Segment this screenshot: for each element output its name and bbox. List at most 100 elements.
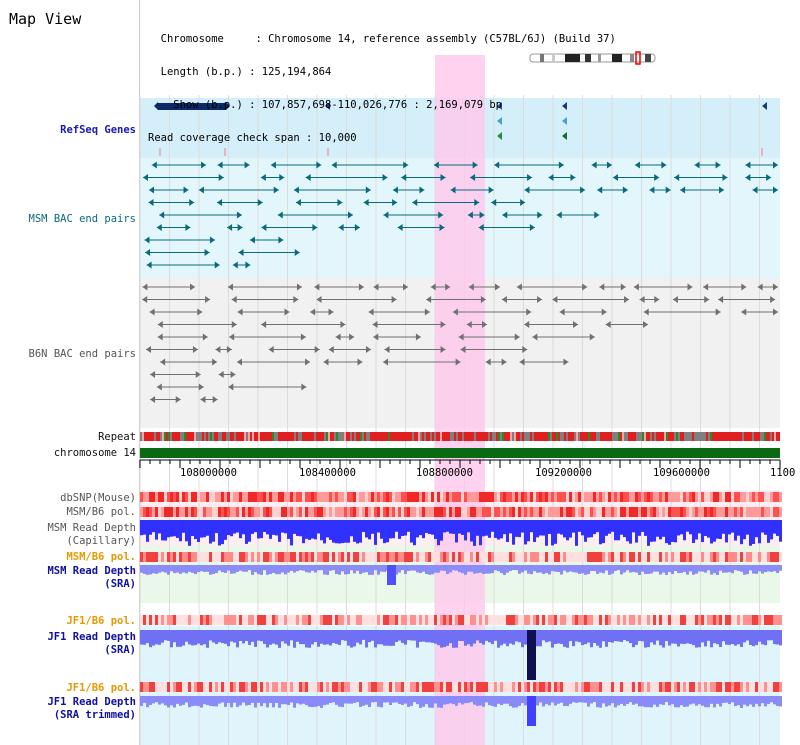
refseq-genes-label[interactable]: RefSeq Genes bbox=[60, 124, 136, 136]
heat-cell bbox=[410, 682, 413, 692]
heat-cell bbox=[557, 492, 560, 502]
heat-cell bbox=[599, 682, 602, 692]
depth-bar bbox=[236, 565, 239, 572]
depth-bar bbox=[614, 630, 617, 642]
heat-cell bbox=[638, 682, 641, 692]
heat-cell bbox=[251, 552, 254, 562]
msm-read-depth-capillary-label[interactable]: MSM Read Depth bbox=[47, 522, 136, 534]
heat-cell bbox=[431, 682, 434, 692]
depth-bar bbox=[467, 630, 470, 645]
depth-bar bbox=[611, 565, 614, 574]
depth-bar bbox=[410, 565, 413, 571]
depth-bar bbox=[197, 520, 200, 543]
msm-bac-end-pairs-label[interactable]: MSM BAC end pairs bbox=[28, 213, 136, 225]
depth-bar bbox=[224, 520, 227, 540]
depth-bar bbox=[617, 520, 620, 541]
depth-bar bbox=[302, 696, 305, 704]
bac-end bbox=[260, 174, 266, 181]
heat-cell bbox=[224, 507, 227, 517]
depth-bar bbox=[758, 565, 761, 572]
heat-cell bbox=[491, 615, 494, 625]
msm-read-depth-sra-label[interactable]: MSM Read Depth bbox=[47, 565, 136, 577]
depth-bar bbox=[383, 630, 386, 646]
heat-cell bbox=[230, 552, 233, 562]
depth-bar bbox=[626, 565, 629, 571]
repeat-segment bbox=[608, 432, 610, 441]
heat-cell bbox=[215, 552, 218, 562]
jf1-read-depth-sra-label[interactable]: JF1 Read Depth bbox=[47, 631, 136, 643]
jf1-read-depth-trimmed-label[interactable]: JF1 Read Depth bbox=[47, 696, 136, 708]
heat-cell bbox=[374, 492, 377, 502]
msm-b6-pol-label[interactable]: MSM/B6 pol. bbox=[66, 506, 136, 518]
heat-cell bbox=[260, 492, 263, 502]
depth-bar bbox=[149, 696, 152, 705]
depth-bar bbox=[422, 565, 425, 572]
depth-bar bbox=[524, 696, 527, 706]
heat-cell bbox=[461, 492, 464, 502]
bac-end bbox=[580, 186, 586, 194]
bac-end bbox=[354, 224, 360, 231]
heat-cell bbox=[380, 682, 383, 692]
b6n-bac-end-pairs-label[interactable]: B6N BAC end pairs bbox=[28, 348, 136, 360]
repeat-segment bbox=[698, 432, 700, 441]
heat-cell bbox=[770, 552, 773, 562]
heat-cell bbox=[590, 492, 593, 502]
heat-cell bbox=[392, 682, 395, 692]
jf1-b6-pol-label[interactable]: JF1/B6 pol. bbox=[66, 615, 136, 627]
heat-cell bbox=[536, 615, 539, 625]
depth-bar bbox=[770, 630, 773, 641]
heat-cell bbox=[605, 682, 608, 692]
heat-cell bbox=[635, 552, 638, 562]
depth-bar bbox=[437, 696, 440, 708]
bac-end bbox=[228, 383, 234, 391]
heat-cell bbox=[185, 552, 188, 562]
depth-bar bbox=[641, 565, 644, 572]
repeat-label[interactable]: Repeat bbox=[98, 431, 136, 443]
depth-bar bbox=[146, 630, 149, 644]
heat-cell bbox=[674, 492, 677, 502]
depth-bar bbox=[314, 565, 317, 573]
depth-bar bbox=[326, 696, 329, 705]
heat-cell bbox=[254, 552, 257, 562]
heat-cell bbox=[194, 552, 197, 562]
depth-bar bbox=[419, 565, 422, 574]
msm-b6-pol-sra-label[interactable]: MSM/B6 pol. bbox=[66, 551, 136, 563]
depth-bar bbox=[452, 565, 455, 571]
heat-cell bbox=[587, 507, 590, 517]
heat-cell bbox=[359, 507, 362, 517]
heat-cell bbox=[686, 682, 689, 692]
depth-bar bbox=[659, 565, 662, 575]
repeat-segment bbox=[552, 432, 554, 441]
repeat-segment bbox=[742, 432, 744, 441]
heat-cell bbox=[281, 552, 284, 562]
bac-end bbox=[226, 346, 232, 353]
heat-cell bbox=[290, 552, 293, 562]
depth-bar bbox=[176, 520, 179, 538]
heat-cell bbox=[710, 492, 713, 502]
depth-bar bbox=[218, 565, 221, 571]
depth-bar bbox=[143, 630, 146, 645]
repeat-segment bbox=[266, 432, 268, 441]
depth-bar bbox=[140, 520, 143, 536]
repeat-segment bbox=[662, 432, 664, 441]
heat-cell bbox=[611, 492, 614, 502]
bac-end bbox=[146, 346, 152, 353]
repeat-segment bbox=[400, 432, 402, 441]
repeat-segment bbox=[614, 432, 616, 441]
depth-bar bbox=[689, 630, 692, 644]
dbsnp-label[interactable]: dbSNP(Mouse) bbox=[60, 492, 136, 504]
depth-bar bbox=[446, 630, 449, 646]
depth-bar bbox=[497, 565, 500, 572]
jf1-b6-pol-trimmed-label[interactable]: JF1/B6 pol. bbox=[66, 682, 136, 694]
depth-spike bbox=[527, 630, 536, 680]
depth-bar bbox=[602, 565, 605, 574]
heat-cell bbox=[311, 682, 314, 692]
depth-bar bbox=[593, 565, 596, 571]
bac-end bbox=[316, 161, 322, 169]
repeat-segment bbox=[388, 432, 390, 441]
heat-cell bbox=[575, 552, 578, 562]
depth-bar bbox=[569, 630, 572, 642]
depth-bar bbox=[326, 565, 329, 575]
chromosome-label[interactable]: chromosome 14 bbox=[53, 447, 136, 459]
